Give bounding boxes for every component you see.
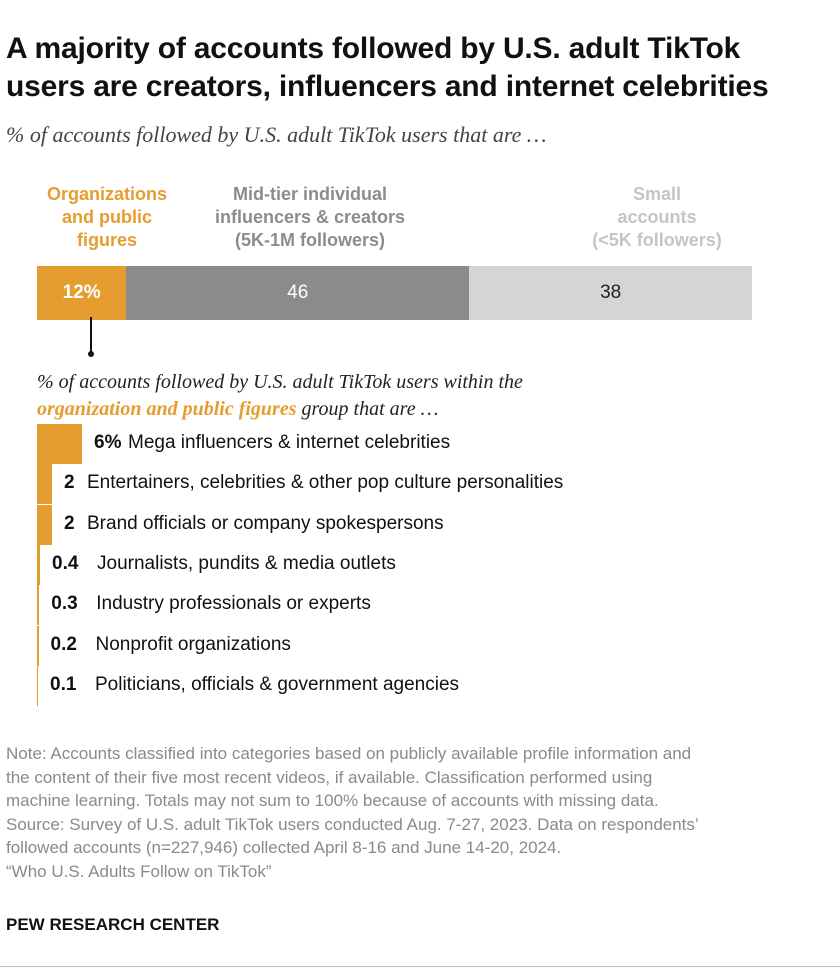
note-line: followed accounts (n=227,946) collected …	[6, 838, 562, 858]
bottom-divider	[0, 966, 840, 967]
stack-label-small-line: accounts	[617, 207, 697, 227]
stack-label-organizations-line: and public	[62, 207, 152, 227]
note-line: machine learning. Totals may not sum to …	[6, 791, 659, 811]
segment-value-label: 46	[287, 282, 309, 303]
breakdown-intro-line-2: organization and public figures group th…	[37, 396, 737, 423]
stack-label-organizations: Organizations and public figures	[26, 183, 188, 252]
breakdown-row: 0.1 Politicians, officials & government a…	[37, 665, 817, 706]
breakdown-category-label: Industry professionals or experts	[96, 593, 371, 615]
stack-label-mid-tier-line: Mid-tier individual	[232, 184, 387, 204]
stack-label-small-line: Small	[632, 184, 682, 204]
breakdown-bar	[37, 585, 40, 626]
stack-label-organizations-line: Organizations	[46, 184, 167, 204]
connector-line	[90, 317, 92, 354]
stack-label-mid-tier-line: (5K-1M followers)	[234, 230, 385, 250]
breakdown-value-label: 6%	[94, 432, 122, 453]
breakdown-value-label: 2	[64, 472, 75, 494]
breakdown-category-label: Politicians, officials & government agen…	[95, 673, 460, 695]
note-line: Note: Accounts classified into categorie…	[6, 744, 692, 763]
breakdown-category-label: Journalists, pundits & media outlets	[97, 552, 396, 574]
breakdown-category-label: Entertainers, celebrities & other pop cu…	[87, 472, 564, 494]
source-organization: PEW RESEARCH CENTER	[6, 915, 220, 934]
breakdown-intro-tail: group that are …	[301, 398, 439, 420]
stack-label-organizations-line: figures	[76, 230, 137, 250]
chart-title-line-2: users are creators, influencers and inte…	[6, 70, 769, 103]
breakdown-category-label: Brand officials or company spokespersons	[87, 512, 444, 534]
segment-mid-tier: 46	[126, 266, 470, 320]
breakdown-category-label: Mega influencers & internet celebrities	[128, 432, 451, 453]
breakdown-intro-highlight: organization and public figures	[37, 398, 297, 420]
stacked-bar: 12% 46 38	[37, 266, 782, 320]
breakdown-value-label: 0.2	[50, 633, 77, 655]
segment-value-label: 12%	[62, 282, 101, 303]
breakdown-intro-line-1: % of accounts followed by U.S. adult Tik…	[37, 371, 523, 393]
note-line: “Who U.S. Adults Follow on TikTok”	[6, 861, 272, 881]
stack-label-mid-tier-line: influencers & creators	[214, 207, 406, 227]
breakdown-bar	[37, 464, 52, 505]
note-line: the content of their five most recent vi…	[6, 767, 653, 787]
breakdown-bar-list: 6% Mega influencers & internet celebritie…	[37, 424, 817, 709]
chart-title: A majority of accounts followed by U.S. …	[6, 30, 836, 106]
breakdown-row: 0.2 Nonprofit organizations	[37, 625, 817, 666]
breakdown-row: 6% Mega influencers & internet celebritie…	[37, 424, 817, 464]
chart-subtitle: % of accounts followed by U.S. adult Tik…	[6, 122, 547, 147]
chart-note: Note: Accounts classified into categorie…	[6, 742, 831, 884]
breakdown-bar	[37, 625, 39, 666]
breakdown-value-label: 0.1	[50, 673, 77, 695]
note-line: Source: Survey of U.S. adult TikTok user…	[6, 814, 699, 834]
chart-title-line-1: A majority of accounts followed by U.S. …	[6, 32, 741, 65]
stack-label-mid-tier: Mid-tier individual influencers & creato…	[190, 183, 430, 252]
breakdown-value-label: 2	[64, 512, 75, 534]
breakdown-bar	[37, 544, 40, 585]
breakdown-row: 2 Entertainers, celebrities & other pop c…	[37, 464, 817, 505]
breakdown-row: 0.3 Industry professionals or experts	[37, 585, 817, 626]
breakdown-bar	[37, 665, 38, 706]
segment-organizations: 12%	[37, 266, 127, 320]
breakdown-category-label: Nonprofit organizations	[95, 633, 291, 655]
stack-label-small-line: (<5K followers)	[592, 230, 722, 250]
connector-dot	[87, 351, 94, 357]
breakdown-value-label: 0.3	[51, 593, 78, 615]
breakdown-bar	[37, 504, 52, 545]
breakdown-bar	[37, 424, 82, 464]
stack-label-small-accounts: Small accounts (<5K followers)	[540, 183, 774, 252]
breakdown-row: 2 Brand officials or company spokesperson…	[37, 504, 817, 545]
breakdown-intro: % of accounts followed by U.S. adult Tik…	[37, 369, 737, 423]
breakdown-value-label: 0.4	[52, 552, 79, 574]
breakdown-row: 0.4 Journalists, pundits & media outlets	[37, 544, 817, 585]
segment-small-accounts: 38	[469, 266, 753, 320]
segment-value-label: 38	[600, 282, 622, 303]
